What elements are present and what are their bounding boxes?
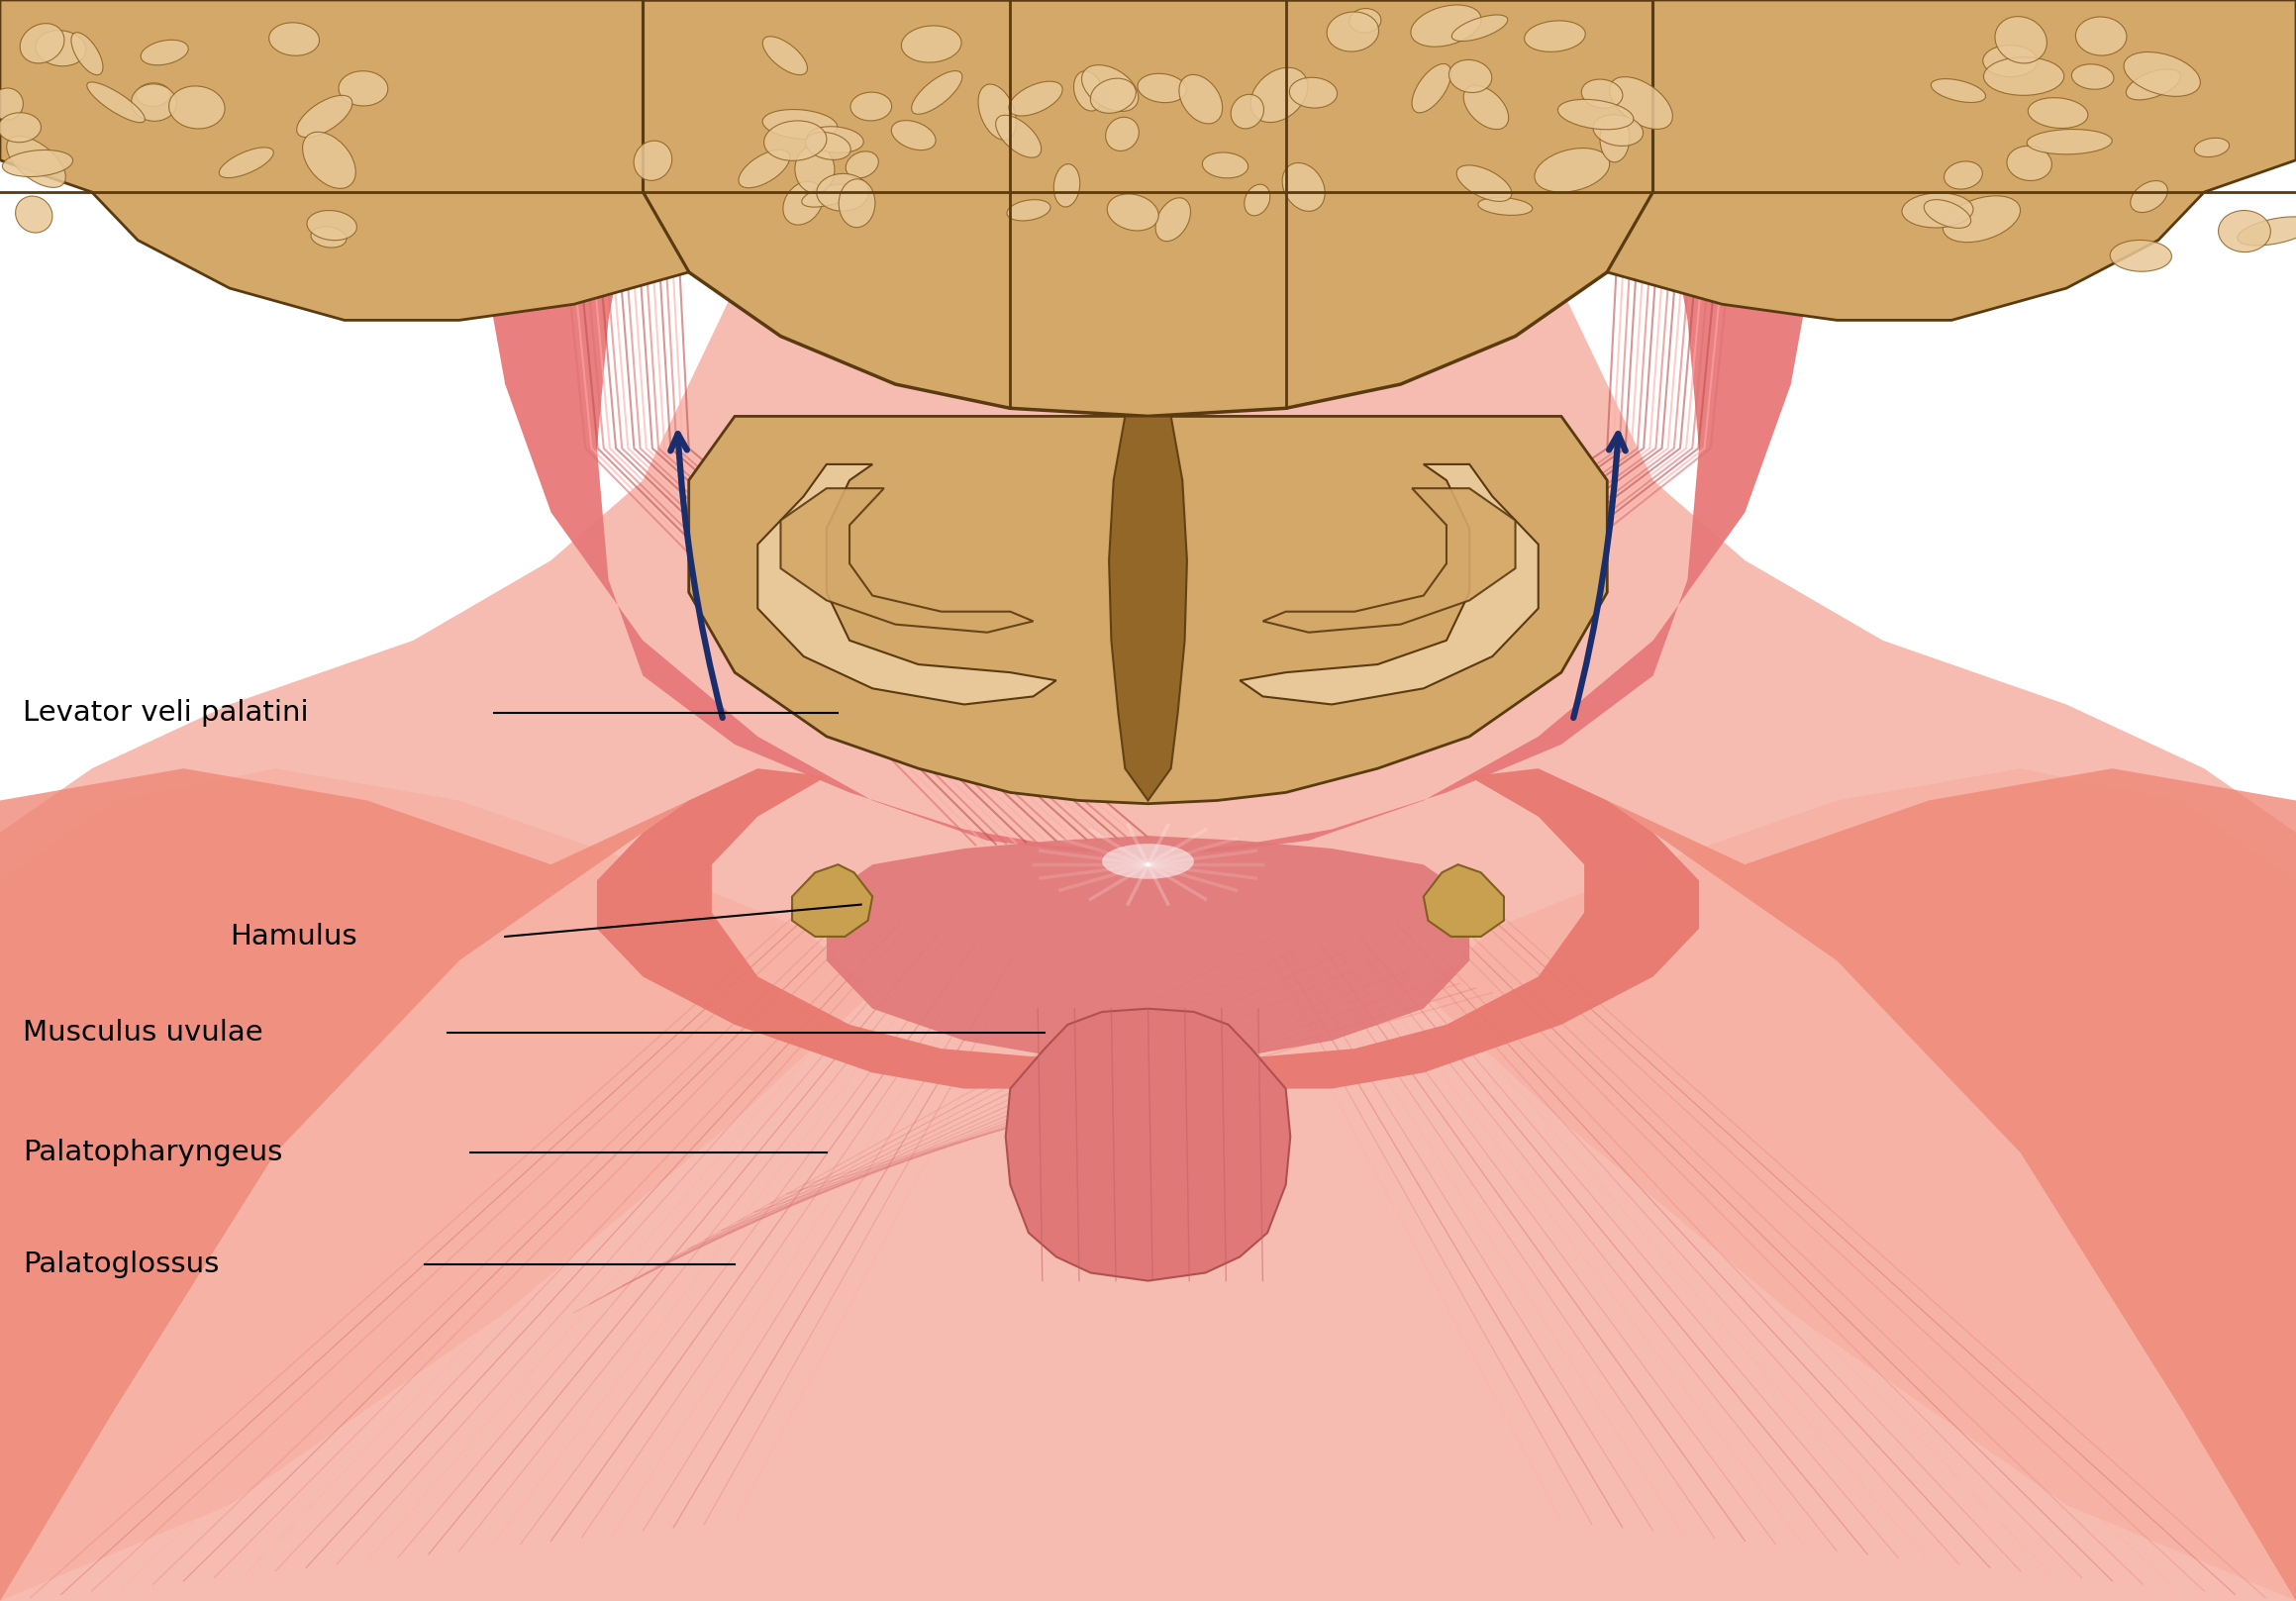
Ellipse shape — [2071, 64, 2115, 90]
Ellipse shape — [1479, 197, 1531, 215]
Ellipse shape — [1901, 192, 1972, 227]
Ellipse shape — [1600, 115, 1630, 162]
Ellipse shape — [135, 83, 170, 106]
Ellipse shape — [1534, 149, 1609, 192]
Polygon shape — [1607, 0, 2296, 320]
Ellipse shape — [808, 126, 863, 152]
Polygon shape — [781, 488, 1033, 632]
Ellipse shape — [1075, 70, 1102, 110]
Polygon shape — [1515, 736, 2296, 1601]
Ellipse shape — [1942, 195, 2020, 242]
Ellipse shape — [902, 26, 962, 62]
Ellipse shape — [850, 93, 891, 120]
Ellipse shape — [1008, 82, 1063, 115]
Ellipse shape — [2110, 240, 2172, 272]
Ellipse shape — [296, 96, 351, 138]
Polygon shape — [689, 416, 1607, 804]
Ellipse shape — [1350, 8, 1382, 32]
Ellipse shape — [269, 22, 319, 56]
Ellipse shape — [845, 152, 879, 178]
Ellipse shape — [2218, 210, 2271, 251]
Ellipse shape — [2, 150, 73, 176]
Ellipse shape — [0, 112, 41, 142]
Ellipse shape — [310, 227, 347, 248]
Ellipse shape — [1995, 16, 2048, 64]
Ellipse shape — [1008, 200, 1052, 221]
Ellipse shape — [1451, 14, 1508, 42]
Polygon shape — [1148, 0, 1814, 853]
Ellipse shape — [1931, 78, 1986, 102]
Ellipse shape — [765, 120, 827, 160]
Ellipse shape — [1984, 45, 2037, 77]
Ellipse shape — [1412, 64, 1451, 112]
Polygon shape — [1424, 768, 2296, 1601]
Ellipse shape — [1984, 58, 2064, 96]
Ellipse shape — [1081, 66, 1139, 112]
Ellipse shape — [2195, 138, 2229, 157]
Text: Levator veli palatini: Levator veli palatini — [23, 698, 308, 727]
Ellipse shape — [739, 150, 790, 187]
Ellipse shape — [1327, 11, 1380, 51]
Ellipse shape — [1924, 200, 1970, 227]
Ellipse shape — [1557, 99, 1632, 130]
Ellipse shape — [1102, 844, 1194, 879]
Ellipse shape — [21, 24, 64, 64]
Polygon shape — [758, 464, 1056, 704]
Ellipse shape — [794, 146, 833, 194]
Ellipse shape — [806, 133, 852, 160]
Ellipse shape — [762, 109, 838, 139]
Ellipse shape — [2007, 146, 2053, 181]
Ellipse shape — [996, 115, 1040, 157]
Polygon shape — [1240, 464, 1538, 704]
Ellipse shape — [634, 141, 673, 181]
Ellipse shape — [16, 195, 53, 232]
Polygon shape — [1263, 488, 1515, 632]
Ellipse shape — [1609, 77, 1671, 130]
Polygon shape — [1006, 1009, 1290, 1281]
Ellipse shape — [71, 32, 103, 75]
Ellipse shape — [1244, 184, 1270, 216]
Ellipse shape — [2027, 130, 2112, 154]
Ellipse shape — [2076, 18, 2126, 56]
Ellipse shape — [762, 37, 808, 75]
Ellipse shape — [1463, 85, 1508, 130]
Ellipse shape — [1456, 165, 1511, 202]
Text: Hamulus: Hamulus — [230, 922, 356, 951]
Ellipse shape — [218, 147, 273, 178]
Ellipse shape — [2124, 51, 2200, 96]
Polygon shape — [643, 0, 1653, 416]
Ellipse shape — [1203, 152, 1249, 178]
Polygon shape — [827, 836, 1469, 1065]
Ellipse shape — [131, 83, 177, 122]
Ellipse shape — [1107, 117, 1139, 150]
Ellipse shape — [838, 179, 875, 227]
Ellipse shape — [1137, 74, 1187, 102]
Ellipse shape — [1593, 115, 1644, 146]
Ellipse shape — [0, 88, 23, 120]
Text: Musculus uvulae: Musculus uvulae — [23, 1018, 264, 1047]
Ellipse shape — [170, 86, 225, 128]
Ellipse shape — [1290, 77, 1336, 107]
Ellipse shape — [1180, 75, 1221, 123]
Ellipse shape — [1107, 194, 1159, 231]
Ellipse shape — [1231, 94, 1263, 128]
Ellipse shape — [801, 184, 854, 207]
Polygon shape — [792, 865, 872, 937]
Ellipse shape — [34, 30, 85, 66]
Ellipse shape — [1281, 163, 1325, 211]
Polygon shape — [482, 0, 1148, 853]
Ellipse shape — [1155, 199, 1192, 242]
Polygon shape — [0, 736, 781, 1601]
Ellipse shape — [2126, 69, 2181, 99]
Ellipse shape — [817, 173, 868, 211]
Ellipse shape — [87, 82, 145, 123]
Ellipse shape — [891, 120, 937, 150]
Ellipse shape — [1582, 80, 1623, 109]
Polygon shape — [1109, 416, 1187, 800]
Ellipse shape — [338, 70, 388, 106]
Ellipse shape — [2236, 216, 2296, 245]
Polygon shape — [0, 768, 872, 1601]
Ellipse shape — [2131, 181, 2167, 213]
Polygon shape — [1194, 768, 1699, 1089]
